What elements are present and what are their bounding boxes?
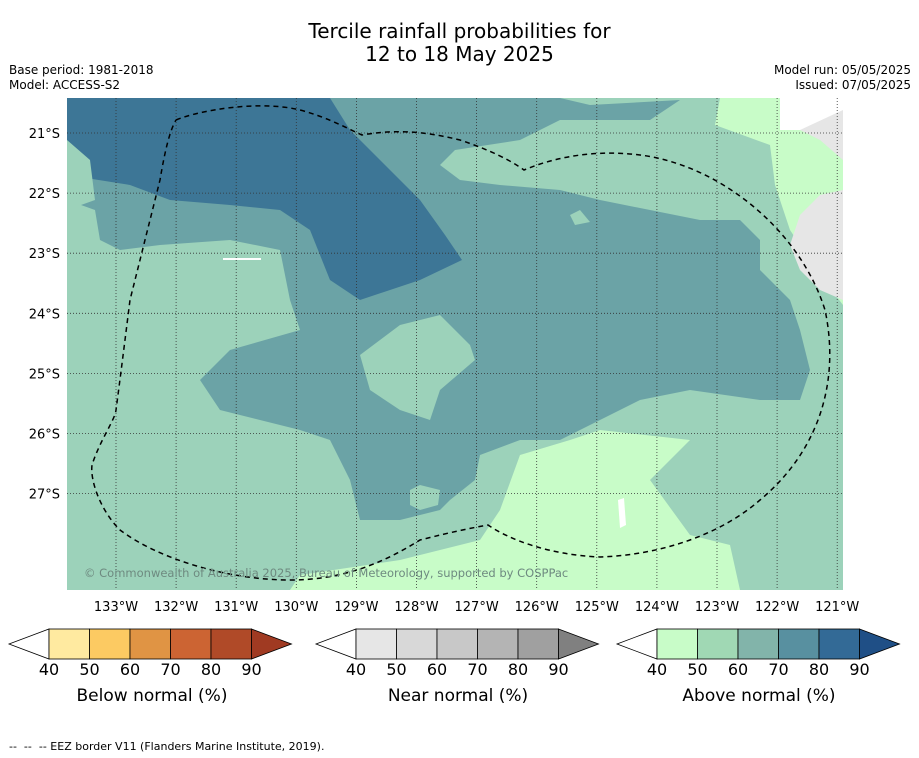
model-run: Model run: 05/05/2025	[773, 63, 911, 77]
longitude-label: 121°W	[815, 600, 859, 615]
colorbar-extend-low	[314, 628, 357, 660]
colorbar-extend-low	[615, 628, 658, 660]
latitude-label: 26°S	[29, 428, 60, 443]
graticule	[67, 98, 843, 590]
latitude-label: 25°S	[29, 367, 60, 382]
colorbar-segment	[737, 628, 779, 660]
colorbar-segment	[355, 628, 397, 660]
tercile-map: © Commonwealth of Australia 2025, Bureau…	[29, 98, 860, 615]
longitude-label: 122°W	[755, 600, 799, 615]
colorbar-segment	[89, 628, 131, 660]
colorbar-segment	[210, 628, 252, 660]
colorbar-tick-label: 40	[345, 660, 367, 679]
colorbar-segment	[48, 628, 90, 660]
longitude-label: 132°W	[154, 600, 198, 615]
colorbar-tick-label: 40	[646, 660, 668, 679]
colorbar-extend-high	[859, 628, 901, 660]
colorbar-tick-label: 50	[79, 660, 100, 679]
base-period: Base period: 1981-2018	[9, 63, 154, 77]
latitude-label: 21°S	[29, 127, 60, 142]
colorbar-below-normal	[7, 628, 293, 660]
zone-white-1	[780, 98, 843, 130]
colorbar-tick-label: 70	[467, 660, 488, 679]
colorbar-segment	[129, 628, 171, 660]
colorbar-above-normal	[615, 628, 901, 660]
zone-above-70	[67, 98, 462, 300]
colorbar-area	[7, 628, 901, 660]
longitude-label: 124°W	[635, 600, 679, 615]
colorbar-extend-high	[558, 628, 600, 660]
zone-white-2	[618, 498, 626, 528]
colorbar-tick-label: 70	[160, 660, 181, 679]
colorbar-title-below: Below normal (%)	[76, 686, 228, 706]
map-title-line1: Tercile rainfall probabilities for	[308, 19, 611, 43]
zone-patch-2	[410, 485, 440, 510]
longitude-label: 131°W	[214, 600, 258, 615]
longitude-label: 129°W	[334, 600, 378, 615]
latitude-axis: 21°S 22°S 23°S 24°S 25°S 26°S 27°S	[29, 127, 60, 503]
colorbar-segment	[436, 628, 478, 660]
longitude-label: 127°W	[455, 600, 499, 615]
colorbar-tick-label: 60	[119, 660, 141, 679]
colorbar-tick-label: 50	[687, 660, 708, 679]
colorbar-tick-label: 50	[386, 660, 407, 679]
latitude-label: 22°S	[29, 187, 60, 202]
model-name: Model: ACCESS-S2	[9, 78, 121, 92]
longitude-label: 128°W	[394, 600, 438, 615]
colorbar-near-normal	[314, 628, 600, 660]
longitude-label: 126°W	[515, 600, 559, 615]
longitude-label: 130°W	[274, 600, 318, 615]
longitude-label: 133°W	[94, 600, 138, 615]
colorbar-tick-label: 90	[548, 660, 569, 679]
colorbar-segment	[697, 628, 739, 660]
issued-date: Issued: 07/05/2025	[795, 78, 911, 92]
longitude-label: 123°W	[695, 600, 739, 615]
colorbar-segment	[656, 628, 698, 660]
colorbar-tick-label: 80	[808, 660, 830, 679]
zone-white-3	[223, 258, 261, 260]
latitude-label: 24°S	[29, 307, 60, 322]
colorbar-segment	[477, 628, 519, 660]
probability-field: © Commonwealth of Australia 2025, Bureau…	[67, 98, 843, 590]
zone-patch-1	[360, 315, 475, 420]
longitude-axis: 133°W 132°W 131°W 130°W 129°W 128°W 127°W 126°W…	[94, 600, 860, 615]
colorbar-tick-label: 80	[200, 660, 222, 679]
longitude-label: 125°W	[575, 600, 619, 615]
eez-footnote: -- -- -- EEZ border V11 (Flanders Marine…	[9, 740, 325, 753]
colorbar-segment	[517, 628, 559, 660]
colorbar-extend-high	[251, 628, 293, 660]
zone-patch-3	[570, 210, 590, 225]
latitude-label: 27°S	[29, 488, 60, 503]
colorbar-tick-label: 40	[38, 660, 60, 679]
colorbar-tick-label: 70	[768, 660, 789, 679]
colorbar-tick-label: 90	[241, 660, 262, 679]
colorbar-extend-low	[7, 628, 50, 660]
eez-border	[91, 105, 831, 581]
map-title-line2: 12 to 18 May 2025	[365, 42, 554, 66]
copyright-notice: © Commonwealth of Australia 2025, Bureau…	[84, 566, 568, 580]
colorbar-tick-label: 80	[507, 660, 529, 679]
colorbar-tick-label: 60	[727, 660, 749, 679]
colorbar-segment	[778, 628, 820, 660]
zone-near-2	[790, 190, 843, 300]
colorbar-tick-label: 60	[426, 660, 448, 679]
colorbar-tick-label: 90	[849, 660, 870, 679]
colorbar-title-near: Near normal (%)	[387, 686, 529, 706]
colorbar-segment	[818, 628, 860, 660]
colorbar-segment	[170, 628, 212, 660]
colorbar-segment	[396, 628, 438, 660]
zone-patch-4	[67, 140, 95, 210]
colorbar-title-above: Above normal (%)	[682, 686, 836, 706]
latitude-label: 23°S	[29, 247, 60, 262]
